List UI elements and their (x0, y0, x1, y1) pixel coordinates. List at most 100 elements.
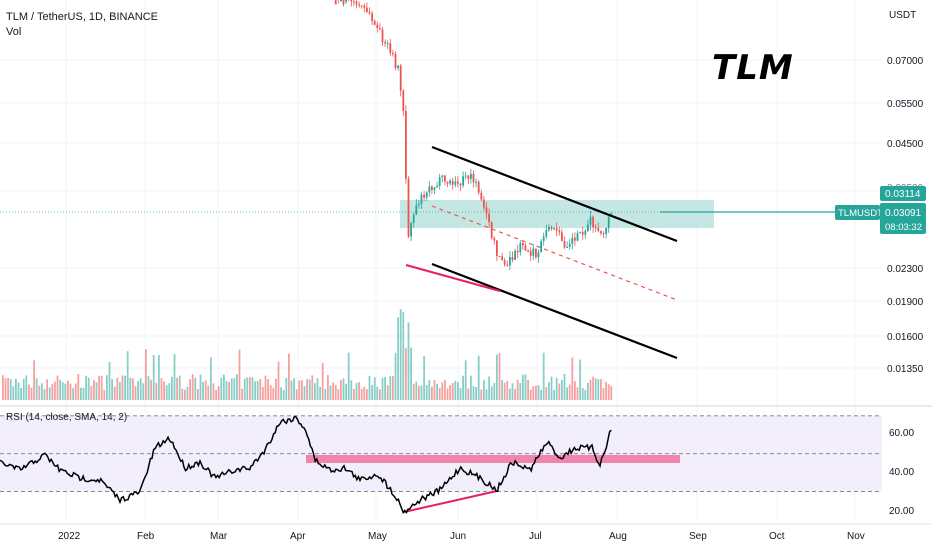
candle-body (373, 21, 376, 25)
rsi-zone (306, 455, 680, 463)
volume-bar (199, 374, 202, 400)
candle-body (548, 227, 550, 231)
volume-bar (207, 385, 210, 400)
time-tick-label: May (368, 531, 387, 542)
candle-body (511, 256, 514, 260)
volume-bar (496, 354, 498, 400)
time-tick-label: Nov (847, 531, 865, 542)
volume-bar (332, 382, 334, 400)
volume-bar (462, 375, 464, 400)
candle-body (493, 238, 496, 241)
volume-bar (311, 375, 314, 400)
volume-bar (386, 385, 389, 400)
volume-bar (251, 377, 254, 400)
candle-body (418, 203, 420, 206)
candle-body (420, 194, 423, 204)
volume-bar (249, 377, 251, 400)
candle-body (428, 186, 431, 193)
volume-bar (379, 389, 381, 400)
candle-body (384, 42, 386, 44)
volume-bar (220, 377, 223, 400)
candle-body (371, 13, 373, 22)
volume-bar (477, 355, 480, 400)
volume-bar (334, 384, 337, 400)
volume-bar (516, 379, 519, 400)
candle-body (527, 250, 529, 252)
volume-bar (139, 378, 142, 400)
volume-bar (454, 380, 457, 400)
volume-bar (568, 384, 571, 400)
volume-bar (532, 386, 535, 400)
volume-label: Vol (6, 26, 22, 38)
candle-body (368, 12, 371, 14)
candle-body (425, 192, 428, 198)
volume-bar (43, 389, 46, 400)
volume-bar (501, 380, 503, 400)
volume-bar (410, 347, 412, 400)
volume-bar (158, 355, 160, 400)
volume-bar (527, 379, 529, 400)
time-tick-label: Sep (689, 531, 707, 542)
volume-bar (215, 389, 217, 400)
candle-body (423, 194, 425, 198)
candle-body (366, 7, 368, 13)
volume-bar (113, 386, 116, 400)
volume-bar (360, 388, 363, 400)
volume-bar (186, 386, 189, 400)
candle-body (459, 183, 462, 186)
candle-body (498, 256, 501, 258)
candle-body (454, 181, 457, 185)
candle-body (542, 236, 545, 241)
last-price-badge-text: 0.03091 (885, 208, 922, 219)
volume-bar (548, 382, 550, 400)
price-tick-label: 0.04500 (887, 139, 924, 150)
volume-bar (67, 380, 69, 400)
candle-body (392, 52, 394, 54)
volume-bar (405, 348, 407, 400)
volume-bar (449, 385, 451, 400)
candle-body (376, 24, 379, 29)
volume-bar (316, 378, 319, 400)
candle-body (553, 228, 555, 230)
volume-bar (459, 388, 462, 400)
channel-lower-line (431, 262, 678, 360)
candle-body (444, 175, 446, 182)
volume-bar (535, 385, 537, 400)
volume-bar (74, 383, 77, 400)
volume-bar (134, 386, 137, 400)
volume-bar (607, 384, 610, 400)
volume-bar (262, 386, 264, 400)
time-tick-label: Oct (769, 531, 785, 542)
volume-bar (389, 376, 392, 400)
volume-bar (82, 387, 85, 400)
volume-bar (472, 386, 475, 400)
volume-bar (119, 382, 121, 400)
volume-bar (33, 360, 35, 400)
candle-body (584, 230, 587, 235)
volume-bar (457, 382, 459, 400)
volume-bar (168, 383, 171, 400)
candle-body (350, 0, 353, 2)
volume-bar (111, 379, 113, 400)
volume-bar (464, 360, 467, 400)
candle-body (605, 227, 607, 234)
volume-bar (54, 381, 56, 400)
candle-body (397, 65, 399, 69)
volume-bar (30, 387, 33, 400)
volume-bar (41, 383, 43, 400)
candle-body (415, 205, 418, 215)
volume-bar (28, 384, 30, 400)
volume-bar (337, 389, 340, 400)
volume-bar (236, 374, 238, 400)
volume-bar (381, 377, 384, 400)
volume-bar (511, 383, 514, 400)
volume-bar (69, 383, 72, 400)
volume-bar (142, 383, 145, 400)
candle-body (592, 216, 594, 228)
volume-bar (371, 384, 373, 400)
volume-bar (540, 389, 542, 400)
candle-body (345, 0, 347, 2)
volume-bar (605, 381, 607, 400)
candle-body (540, 240, 542, 253)
